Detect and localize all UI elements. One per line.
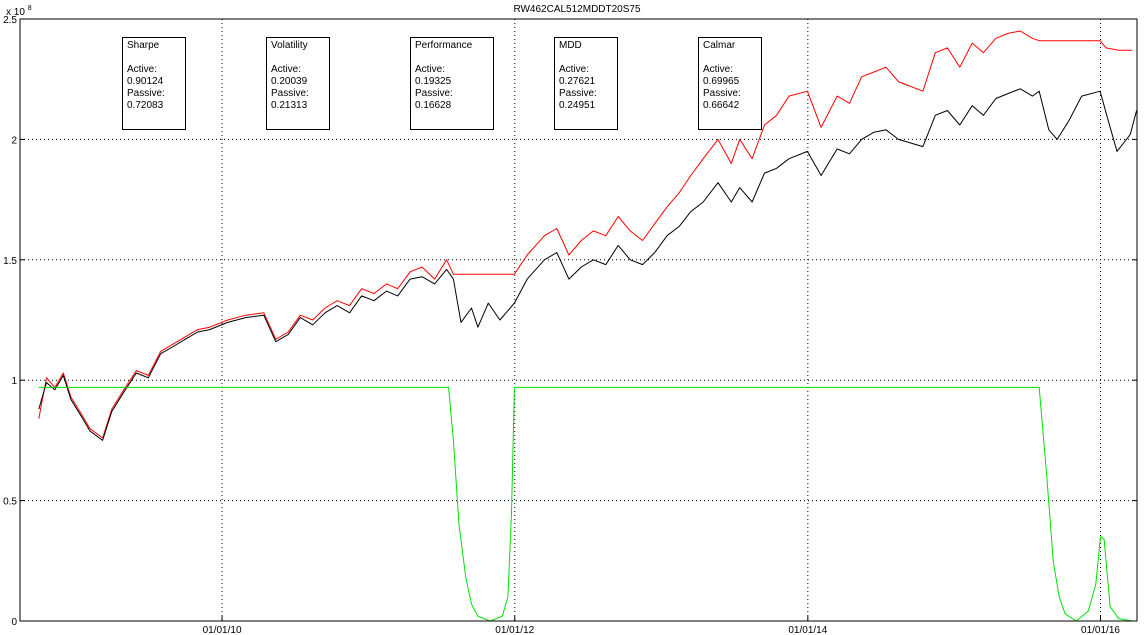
- tick-layer: 0 0.5 1 1.5 2 2.5 01/01/10 01/01/12 01/01/14 01/0…: [3, 15, 1137, 635]
- x-tick-label: 01/01/14: [788, 625, 827, 635]
- active-series-line: [38, 30, 1133, 439]
- active-value: 0.90124: [127, 76, 164, 87]
- x-tick-label: 01/01/16: [1081, 625, 1120, 635]
- y-tick-label: 2.5: [3, 15, 17, 26]
- active-label: Active:: [127, 64, 158, 75]
- active-value: 0.20039: [271, 76, 308, 87]
- stat-box-title: Performance: [415, 40, 473, 51]
- stat-box-title: Calmar: [703, 40, 736, 51]
- x-tick-label: 01/01/12: [495, 625, 534, 635]
- passive-value: 0.21313: [271, 100, 308, 111]
- mdd-stat-box: MDD Active: 0.27621 Passive: 0.24951: [554, 37, 618, 130]
- passive-value: 0.24951: [559, 100, 596, 111]
- passive-label: Passive:: [271, 88, 309, 99]
- y-tick-label: 0.5: [3, 497, 17, 508]
- passive-label: Passive:: [703, 88, 741, 99]
- y-tick-label: 2: [11, 135, 17, 146]
- passive-label: Passive:: [559, 88, 597, 99]
- passive-value: 0.16628: [415, 100, 452, 111]
- stat-box-title: Sharpe: [127, 40, 160, 51]
- y-exponent-power: 8: [28, 5, 32, 12]
- y-exponent-label: x 10 8: [6, 5, 32, 18]
- performance-stat-box: Performance Active: 0.19325 Passive: 0.1…: [410, 37, 494, 130]
- passive-value: 0.72083: [127, 100, 164, 111]
- axes-frame: [19, 18, 1138, 622]
- stat-box-title: Volatility: [271, 40, 308, 51]
- calmar-stat-box: Calmar Active: 0.69965 Passive: 0.66642: [698, 37, 762, 130]
- passive-value: 0.66642: [703, 100, 740, 111]
- active-label: Active:: [703, 64, 734, 75]
- active-value: 0.27621: [559, 76, 596, 87]
- y-tick-label: 0: [11, 617, 17, 628]
- active-value: 0.19325: [415, 76, 452, 87]
- active-value: 0.69965: [703, 76, 740, 87]
- passive-label: Passive:: [127, 88, 165, 99]
- volatility-stat-box: Volatility Active: 0.20039 Passive: 0.21…: [266, 37, 330, 130]
- y-exponent-base: x 10: [6, 7, 25, 18]
- grid-layer: [20, 19, 1137, 621]
- y-tick-label: 1.5: [3, 256, 17, 267]
- series-layer: [38, 30, 1138, 622]
- chart-title: RW462CAL512MDDT20S75: [513, 4, 641, 15]
- stat-box-title: MDD: [559, 40, 582, 51]
- x-tick-label: 01/01/10: [203, 625, 242, 635]
- sharpe-stat-box: Sharpe Active: 0.90124 Passive: 0.72083: [122, 37, 186, 130]
- allocation-series-line: [38, 386, 1133, 622]
- passive-series-line: [38, 88, 1138, 441]
- active-label: Active:: [559, 64, 590, 75]
- active-label: Active:: [271, 64, 302, 75]
- passive-label: Passive:: [415, 88, 453, 99]
- y-tick-label: 1: [11, 376, 17, 387]
- active-label: Active:: [415, 64, 446, 75]
